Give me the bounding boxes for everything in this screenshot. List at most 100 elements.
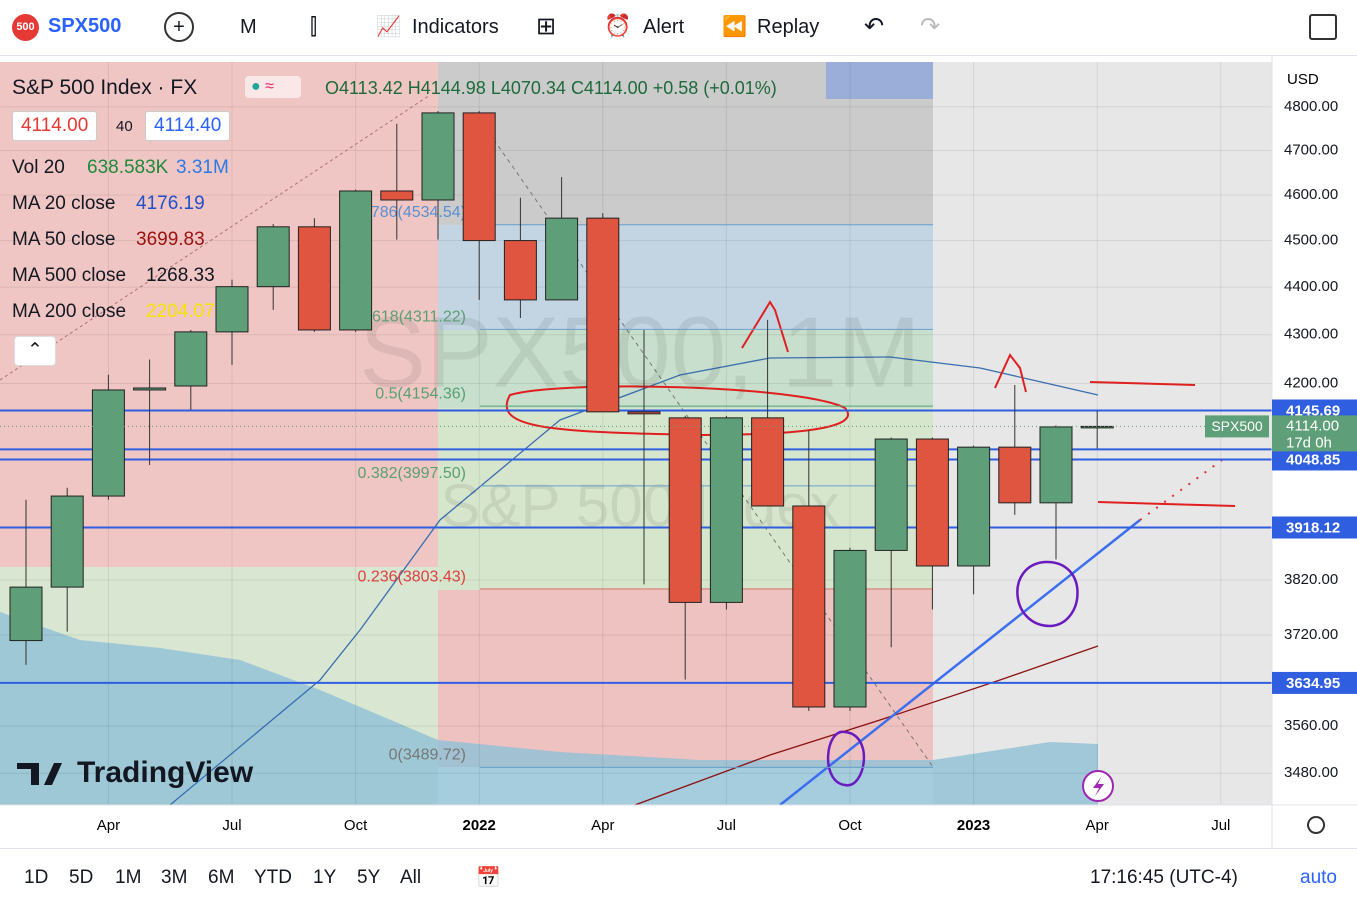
range-button[interactable]: 1Y bbox=[313, 867, 337, 888]
level-label: 3634.95 bbox=[1286, 675, 1340, 692]
candle-body bbox=[9, 586, 43, 642]
x-tick-label: Apr bbox=[97, 817, 120, 834]
fib-label: 0.382(3997.50) bbox=[357, 465, 466, 482]
y-tick-label: 3560.00 bbox=[1284, 717, 1338, 734]
range-button[interactable]: 5Y bbox=[357, 867, 381, 888]
candle-body bbox=[627, 411, 661, 415]
redo-button[interactable]: ↷ bbox=[920, 13, 941, 40]
range-button[interactable]: 3M bbox=[161, 867, 188, 888]
indicators-button[interactable]: Indicators bbox=[412, 16, 499, 38]
indicator-name: MA 500 close bbox=[12, 265, 127, 286]
ma20-line bbox=[169, 356, 1099, 806]
alert-button[interactable]: Alert bbox=[643, 16, 685, 38]
y-tick-label: 4800.00 bbox=[1284, 98, 1338, 115]
annotation-line bbox=[1097, 501, 1236, 507]
ohlc: O4113.42 H4144.98 L4070.34 C4114.00 +0.5… bbox=[325, 78, 777, 99]
candle-body bbox=[380, 190, 414, 201]
volume-ma-area bbox=[0, 612, 1098, 805]
candle-body bbox=[874, 438, 908, 551]
level-badge bbox=[1272, 671, 1357, 694]
auto-scale[interactable]: auto bbox=[1300, 867, 1337, 888]
candle-body bbox=[297, 226, 331, 331]
legend-title: S&P 500 Index · FX bbox=[12, 76, 198, 99]
x-tick-label: Jul bbox=[1211, 817, 1230, 834]
currency: USD bbox=[1287, 71, 1319, 88]
candle-body bbox=[668, 417, 702, 603]
clock: 17:16:45 (UTC-4) bbox=[1090, 867, 1238, 888]
y-tick-label: 3480.00 bbox=[1284, 764, 1338, 781]
date-range-button[interactable]: 📅 bbox=[476, 867, 501, 889]
settings-icon[interactable] bbox=[1307, 816, 1325, 834]
layouts-button[interactable]: ⊞ bbox=[536, 13, 557, 40]
fib-trend bbox=[0, 94, 431, 381]
trend-line bbox=[779, 519, 1141, 806]
indicator-value: 2204.07 bbox=[146, 301, 215, 322]
annotation-circle bbox=[1016, 560, 1079, 628]
range-button[interactable]: YTD bbox=[254, 867, 292, 888]
range-button[interactable]: 5D bbox=[69, 867, 94, 888]
range-button[interactable]: 1M bbox=[115, 867, 142, 888]
ask[interactable]: 4114.40 bbox=[145, 111, 231, 141]
chart-type-button[interactable]: ⫿ bbox=[310, 14, 318, 39]
candle-body bbox=[751, 417, 785, 507]
y-tick-label: 4600.00 bbox=[1284, 186, 1338, 203]
indicator-value: 3.31M bbox=[176, 157, 229, 178]
x-tick-label: Jul bbox=[222, 817, 241, 834]
y-tick-label: 4500.00 bbox=[1284, 232, 1338, 249]
candle-body bbox=[133, 387, 167, 391]
annotation-line bbox=[1089, 381, 1196, 386]
annotation-circle bbox=[505, 385, 849, 437]
x-tick-label: Apr bbox=[1086, 817, 1109, 834]
y-tick-label: 4700.00 bbox=[1284, 141, 1338, 158]
candle-body bbox=[1080, 425, 1114, 429]
fib-label: 0.5(4154.36) bbox=[375, 385, 466, 402]
high: H4144.98 bbox=[407, 78, 486, 98]
fib-label: 0.618(4311.22) bbox=[359, 309, 466, 326]
fullscreen-button[interactable] bbox=[1309, 14, 1337, 40]
indicator-value: 638.583K bbox=[87, 157, 169, 178]
fib-zone bbox=[826, 62, 933, 99]
level-badge bbox=[1272, 516, 1357, 539]
annotation-circle bbox=[826, 730, 866, 787]
fib-label: 0.236(3803.43) bbox=[357, 568, 466, 585]
y-tick-label: 4200.00 bbox=[1284, 375, 1338, 392]
compare-button[interactable]: + bbox=[164, 12, 194, 42]
toolbar: 500 SPX500 + M ⫿ 📈 Indicators ⊞ ⏰ Alert … bbox=[0, 0, 1357, 56]
candle-body bbox=[545, 217, 579, 301]
symbol[interactable]: SPX500 bbox=[48, 15, 122, 37]
candle-body bbox=[174, 331, 208, 387]
indicator-value: 3699.83 bbox=[136, 229, 205, 250]
level-label: 4145.69 bbox=[1286, 402, 1340, 419]
fib-zone bbox=[438, 330, 933, 408]
candle-body bbox=[915, 438, 949, 567]
x-tick-label: Oct bbox=[838, 817, 862, 834]
level-label: 4048.85 bbox=[1286, 451, 1340, 468]
range-button[interactable]: 1D bbox=[24, 867, 49, 888]
ma50-line bbox=[634, 645, 1099, 806]
candle-body bbox=[586, 217, 620, 413]
undo-button[interactable]: ↶ bbox=[864, 13, 885, 40]
x-tick-label: Jul bbox=[717, 817, 736, 834]
interval[interactable]: M bbox=[240, 16, 257, 38]
last-price-axis-badge bbox=[1272, 415, 1357, 452]
indicators-icon: 📈 bbox=[376, 16, 401, 38]
y-tick-label: 4300.00 bbox=[1284, 326, 1338, 343]
last-price-label: 4114.00 bbox=[1286, 417, 1339, 434]
range-button[interactable]: All bbox=[400, 867, 422, 888]
candle-body bbox=[792, 505, 826, 708]
fib-label: 0.786(4534.54) bbox=[357, 204, 466, 221]
open: O4113.42 bbox=[325, 78, 403, 98]
range-button[interactable]: 6M bbox=[208, 867, 235, 888]
collapse-button[interactable]: ⌃ bbox=[14, 336, 56, 366]
candle-body bbox=[256, 226, 290, 288]
drawings bbox=[0, 94, 1236, 806]
y-tick-label: 3820.00 bbox=[1284, 571, 1338, 588]
replay-icon: ⏪ bbox=[722, 16, 747, 38]
low: L4070.34 bbox=[490, 78, 566, 98]
candle-body bbox=[215, 286, 249, 333]
bid[interactable]: 4114.00 bbox=[12, 111, 98, 141]
candle-body bbox=[339, 190, 373, 331]
indicator-value: 4176.19 bbox=[136, 193, 205, 214]
replay-button[interactable]: Replay bbox=[757, 16, 820, 38]
